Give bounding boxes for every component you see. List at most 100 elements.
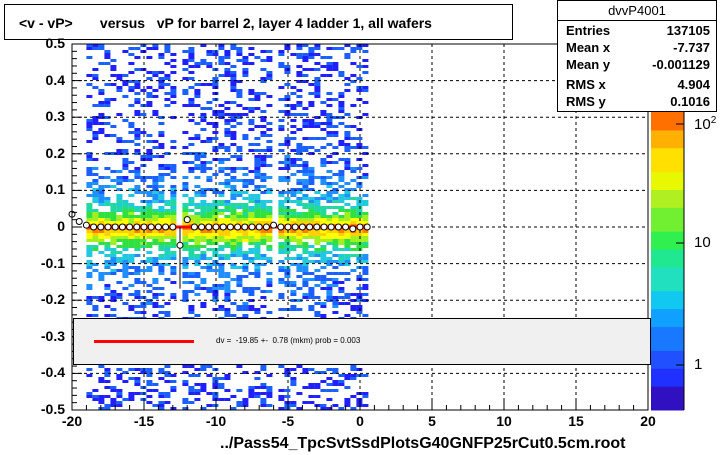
heatmap-cell [326, 131, 333, 134]
profile-point [320, 223, 328, 231]
heatmap-cell [248, 212, 255, 215]
heatmap-cell [152, 95, 159, 98]
heatmap-cell [248, 218, 255, 221]
y-tick-label: -0.3 [40, 327, 65, 344]
heatmap-cell [182, 77, 189, 80]
heatmap-cell [278, 221, 285, 224]
heatmap-cell [314, 89, 321, 92]
heatmap-cell [302, 167, 309, 170]
heatmap-cell [158, 293, 165, 296]
heatmap-cell [188, 254, 195, 257]
heatmap-cell [356, 209, 363, 212]
heatmap-cell [170, 233, 177, 236]
heatmap-cell [134, 173, 141, 176]
heatmap-cell [188, 197, 195, 200]
heatmap-cell [254, 263, 261, 266]
heatmap-cell [284, 140, 291, 143]
heatmap-cell [242, 68, 249, 71]
heatmap-cell [188, 203, 195, 206]
heatmap-cell [158, 233, 165, 236]
heatmap-cell [146, 215, 153, 218]
heatmap-cell [248, 257, 255, 260]
heatmap-cell [242, 275, 249, 278]
heatmap-cell [314, 404, 321, 407]
heatmap-cell [116, 182, 123, 185]
heatmap-cell [308, 305, 315, 308]
heatmap-cell [200, 59, 207, 62]
heatmap-cell [290, 92, 297, 95]
profile-point [262, 223, 270, 231]
heatmap-cell [170, 194, 177, 197]
heatmap-cell [224, 56, 231, 59]
heatmap-cell [230, 236, 237, 239]
heatmap-cell [218, 170, 225, 173]
heatmap-cell [308, 221, 315, 224]
heatmap-cell [230, 155, 237, 158]
heatmap-cell [134, 296, 141, 299]
heatmap-cell [218, 191, 225, 194]
heatmap-cell [152, 44, 159, 47]
heatmap-cell [332, 239, 339, 242]
heatmap-cell [212, 137, 219, 140]
heatmap-cell [134, 149, 141, 152]
heatmap-cell [326, 284, 333, 287]
heatmap-cell [140, 296, 147, 299]
y-tick-label: -0.2 [40, 291, 65, 308]
heatmap-cell [230, 77, 237, 80]
heatmap-cell [248, 179, 255, 182]
heatmap-cell [266, 209, 273, 212]
heatmap-cell [284, 98, 291, 101]
color-scale-cell [651, 338, 684, 345]
heatmap-cell [134, 233, 141, 236]
heatmap-cell [266, 134, 273, 137]
heatmap-cell [248, 206, 255, 209]
heatmap-cell [146, 221, 153, 224]
heatmap-cell [308, 53, 315, 56]
heatmap-cell [350, 377, 357, 380]
heatmap-cell [182, 245, 189, 248]
heatmap-cell [224, 281, 231, 284]
heatmap-cell [134, 47, 141, 50]
heatmap-cell [92, 395, 99, 398]
heatmap-cell [104, 221, 111, 224]
heatmap-cell [218, 287, 225, 290]
heatmap-cell [230, 278, 237, 281]
heatmap-cell [224, 209, 231, 212]
heatmap-cell [266, 140, 273, 143]
heatmap-cell [338, 272, 345, 275]
heatmap-cell [248, 209, 255, 212]
heatmap-cell [230, 251, 237, 254]
heatmap-cell [98, 89, 105, 92]
heatmap-cell [86, 182, 93, 185]
heatmap-cell [362, 173, 369, 176]
heatmap-cell [134, 305, 141, 308]
heatmap-cell [212, 284, 219, 287]
heatmap-cell [302, 248, 309, 251]
heatmap-cell [230, 263, 237, 266]
heatmap-cell [110, 65, 117, 68]
heatmap-cell [200, 155, 207, 158]
heatmap-cell [356, 128, 363, 131]
profile-point [327, 223, 335, 231]
heatmap-cell [278, 278, 285, 281]
heatmap-cell [236, 203, 243, 206]
heatmap-cell [320, 275, 327, 278]
heatmap-cell [248, 197, 255, 200]
heatmap-cell [116, 179, 123, 182]
heatmap-cell [302, 164, 309, 167]
heatmap-cell [296, 65, 303, 68]
color-scale-cell [651, 272, 684, 280]
heatmap-cell [212, 209, 219, 212]
heatmap-cell [224, 107, 231, 110]
color-scale-cell [651, 368, 684, 375]
heatmap-cell [350, 179, 357, 182]
heatmap-cell [290, 149, 297, 152]
heatmap-cell [332, 65, 339, 68]
heatmap-cell [92, 44, 99, 47]
heatmap-cell [326, 56, 333, 59]
heatmap-cell [344, 233, 351, 236]
heatmap-cell [254, 167, 261, 170]
heatmap-cell [242, 107, 249, 110]
heatmap-cell [128, 203, 135, 206]
heatmap-cell [194, 221, 201, 224]
